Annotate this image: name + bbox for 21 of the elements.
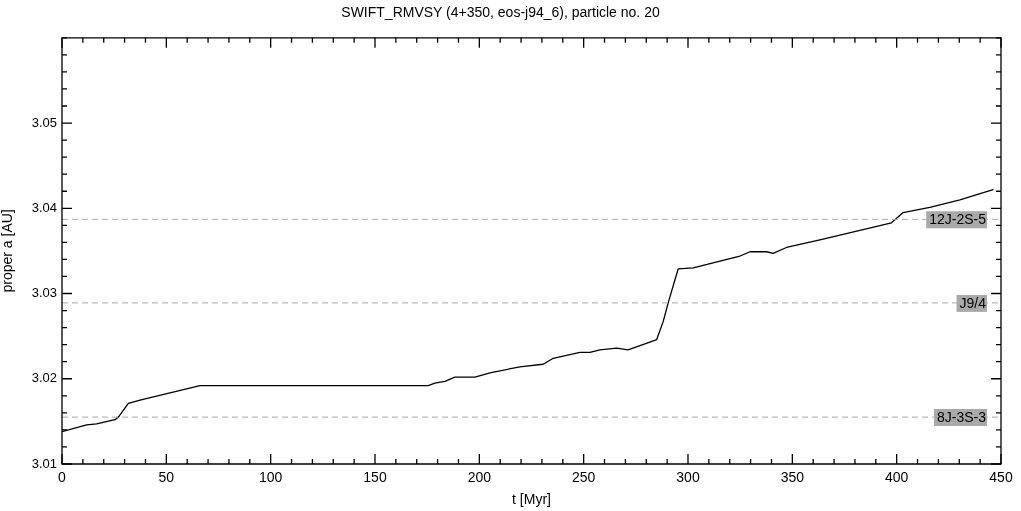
x-tick-label: 300 [676, 469, 700, 486]
x-tick-label: 150 [363, 469, 387, 486]
x-tick-label: 250 [571, 469, 596, 486]
y-tick-label: 3.01 [31, 455, 57, 471]
ref-line-label: 8J-3S-3 [936, 408, 987, 425]
y-tick-label: 3.02 [31, 370, 57, 386]
ref-line-label: J9/4 [959, 294, 987, 311]
y-tick-label: 3.03 [31, 285, 57, 301]
y-tick-label: 3.04 [31, 199, 57, 215]
chart-title: SWIFT_RMVSY (4+350, eos-j94_6), particle no. 20 [341, 4, 660, 21]
x-tick-label: 50 [158, 469, 175, 486]
ref-line-label: 12J-2S-5 [929, 211, 987, 228]
x-tick-label: 100 [258, 469, 283, 486]
x-axis-title: t [Myr] [512, 491, 551, 508]
y-axis-title: proper a [AU] [0, 209, 16, 293]
x-tick-label: 200 [467, 469, 492, 486]
x-tick-label: 400 [884, 469, 909, 486]
x-tick-label: 350 [780, 469, 805, 486]
x-tick-label: 0 [58, 469, 67, 486]
y-tick-label: 3.05 [31, 114, 57, 130]
x-tick-label: 450 [989, 469, 1013, 486]
